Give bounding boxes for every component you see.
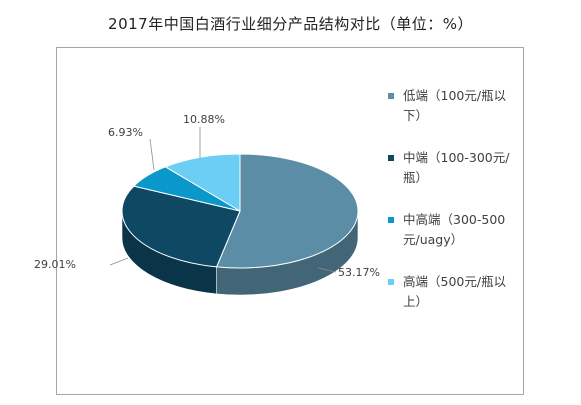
leader-line-mid xyxy=(109,257,129,266)
legend-label-low: 低端（100元/瓶以下） xyxy=(403,88,507,123)
legend-marker-low xyxy=(388,93,394,99)
data-label-mid: 29.01% xyxy=(34,258,76,271)
legend-item-midhigh: 中高端（300-500元/uagy） xyxy=(388,210,518,250)
legend-item-low: 低端（100元/瓶以下） xyxy=(388,86,518,126)
pie-slice-high xyxy=(164,153,241,212)
pie-top-faces xyxy=(121,153,359,269)
legend-marker-high xyxy=(388,279,394,285)
legend-item-mid: 中端（100-300元/瓶） xyxy=(388,148,518,188)
leader-line-low xyxy=(317,267,337,273)
legend-item-high: 高端（500元/瓶以上） xyxy=(388,272,518,312)
legend-label-high: 高端（500元/瓶以上） xyxy=(403,274,507,309)
leader-line-midhigh xyxy=(149,138,155,171)
pie-slice-low xyxy=(215,153,359,269)
legend-label-mid: 中端（100-300元/瓶） xyxy=(403,150,510,185)
chart-title: 2017年中国白酒行业细分产品结构对比（单位：%） xyxy=(108,15,473,33)
data-label-high: 10.88% xyxy=(183,113,225,126)
legend-label-midhigh: 中高端（300-500元/uagy） xyxy=(403,212,506,247)
pie-slice-mid xyxy=(121,185,241,268)
data-label-midhigh: 6.93% xyxy=(108,126,143,139)
legend-marker-midhigh xyxy=(388,217,394,223)
data-labels: 53.17% 29.01% 6.93% 10.88% xyxy=(34,113,380,279)
legend-marker-mid xyxy=(388,155,394,161)
legend: 低端（100元/瓶以下） 中端（100-300元/瓶） 中高端（300-500元… xyxy=(388,86,518,334)
data-label-low: 53.17% xyxy=(338,266,380,279)
